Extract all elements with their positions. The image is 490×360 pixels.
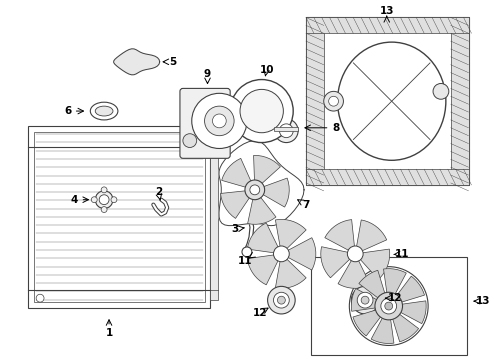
Circle shape [91, 197, 97, 203]
Text: 5: 5 [170, 57, 177, 67]
Circle shape [381, 298, 396, 314]
Text: 2: 2 [155, 187, 162, 197]
Bar [451, 18, 468, 185]
Polygon shape [275, 259, 306, 288]
Polygon shape [359, 270, 385, 299]
Circle shape [101, 207, 107, 212]
Ellipse shape [95, 106, 113, 116]
Text: 11: 11 [395, 249, 410, 259]
Circle shape [273, 292, 289, 308]
Polygon shape [263, 178, 289, 207]
Text: 6: 6 [64, 106, 71, 116]
Polygon shape [254, 156, 280, 183]
Circle shape [375, 292, 402, 320]
Circle shape [329, 96, 339, 106]
Polygon shape [247, 223, 278, 253]
Text: 10: 10 [259, 65, 274, 75]
Circle shape [351, 286, 379, 314]
Circle shape [274, 119, 298, 143]
Polygon shape [384, 269, 406, 296]
Circle shape [240, 89, 283, 133]
Text: 13: 13 [476, 296, 490, 306]
Circle shape [36, 294, 44, 302]
FancyBboxPatch shape [180, 89, 230, 158]
Text: 12: 12 [388, 293, 402, 303]
Circle shape [349, 267, 428, 346]
Circle shape [385, 302, 392, 310]
Text: 13: 13 [380, 6, 394, 15]
Circle shape [95, 191, 113, 208]
Circle shape [99, 195, 109, 204]
Circle shape [192, 93, 247, 148]
Polygon shape [288, 238, 316, 270]
Polygon shape [247, 255, 278, 285]
Polygon shape [361, 249, 390, 279]
Circle shape [213, 114, 226, 128]
Polygon shape [392, 313, 418, 342]
Text: 9: 9 [204, 69, 211, 78]
Circle shape [183, 134, 196, 148]
Circle shape [250, 185, 260, 195]
Polygon shape [247, 198, 276, 224]
Polygon shape [220, 191, 249, 219]
Circle shape [324, 91, 343, 111]
Polygon shape [325, 220, 354, 250]
Polygon shape [321, 247, 349, 278]
Bar [28, 126, 211, 308]
Ellipse shape [338, 42, 446, 160]
Polygon shape [357, 220, 387, 251]
Bar [306, 169, 468, 185]
Circle shape [268, 286, 295, 314]
Text: 11: 11 [238, 256, 252, 266]
Polygon shape [338, 261, 370, 288]
Bar [274, 127, 298, 131]
Bar [34, 132, 204, 302]
Ellipse shape [90, 102, 118, 120]
Circle shape [347, 246, 363, 262]
Polygon shape [275, 220, 306, 248]
Polygon shape [351, 288, 378, 311]
Bar [311, 257, 466, 355]
Bar [211, 134, 219, 300]
Polygon shape [353, 310, 382, 336]
Circle shape [111, 197, 117, 203]
Circle shape [245, 180, 265, 200]
Text: 8: 8 [332, 123, 339, 133]
Text: 1: 1 [105, 328, 113, 338]
Bar [306, 18, 468, 33]
Polygon shape [219, 141, 304, 226]
Circle shape [204, 106, 234, 136]
Circle shape [273, 246, 289, 262]
Circle shape [230, 80, 293, 143]
FancyBboxPatch shape [306, 18, 468, 185]
Circle shape [101, 187, 107, 193]
Circle shape [357, 292, 373, 308]
Text: 4: 4 [71, 195, 78, 205]
Polygon shape [114, 49, 160, 75]
Circle shape [433, 84, 449, 99]
Polygon shape [396, 276, 424, 303]
Bar [306, 18, 324, 185]
Circle shape [279, 124, 293, 138]
Text: 12: 12 [252, 308, 267, 318]
Circle shape [361, 296, 369, 304]
Polygon shape [221, 158, 251, 187]
Text: 7: 7 [302, 200, 310, 210]
Circle shape [242, 247, 252, 257]
Polygon shape [371, 316, 394, 343]
Circle shape [277, 296, 285, 304]
Text: 3: 3 [231, 224, 239, 234]
Polygon shape [399, 301, 426, 324]
